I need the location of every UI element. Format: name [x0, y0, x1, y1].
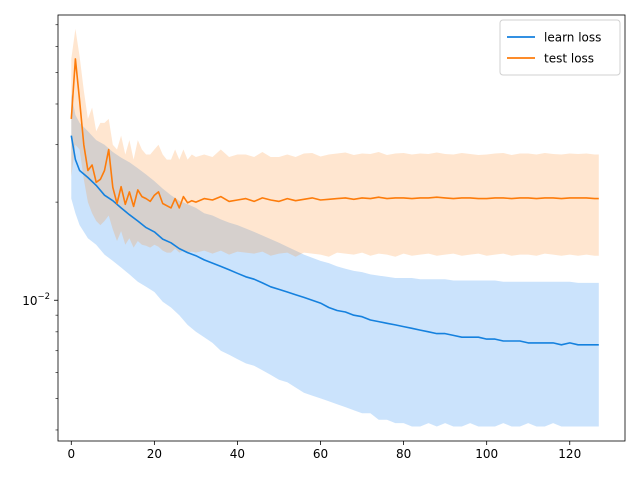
- axes-frame: [57, 14, 626, 442]
- x-tick-label: 80: [396, 447, 411, 461]
- x-tick-label: 40: [230, 447, 245, 461]
- legend-label-test-loss: test loss: [544, 52, 594, 66]
- x-tick-label: 20: [147, 447, 162, 461]
- axes: 0 20 40 60 80 100 120 10−2: [22, 14, 626, 461]
- x-tick-label: 60: [313, 447, 328, 461]
- band-learn-loss: [71, 93, 599, 427]
- plot-area: [70, 28, 599, 427]
- x-tick-label: 120: [558, 447, 581, 461]
- x-tick-label: 0: [67, 447, 75, 461]
- legend-label-learn-loss: learn loss: [544, 31, 601, 45]
- y-tick-label: 10−2: [22, 292, 50, 308]
- legend: learn loss test loss: [499, 19, 621, 76]
- legend-box: [499, 19, 621, 76]
- series-line-test-loss: [70, 58, 599, 209]
- series-line-learn-loss: [70, 135, 599, 346]
- x-tick-label: 100: [475, 447, 498, 461]
